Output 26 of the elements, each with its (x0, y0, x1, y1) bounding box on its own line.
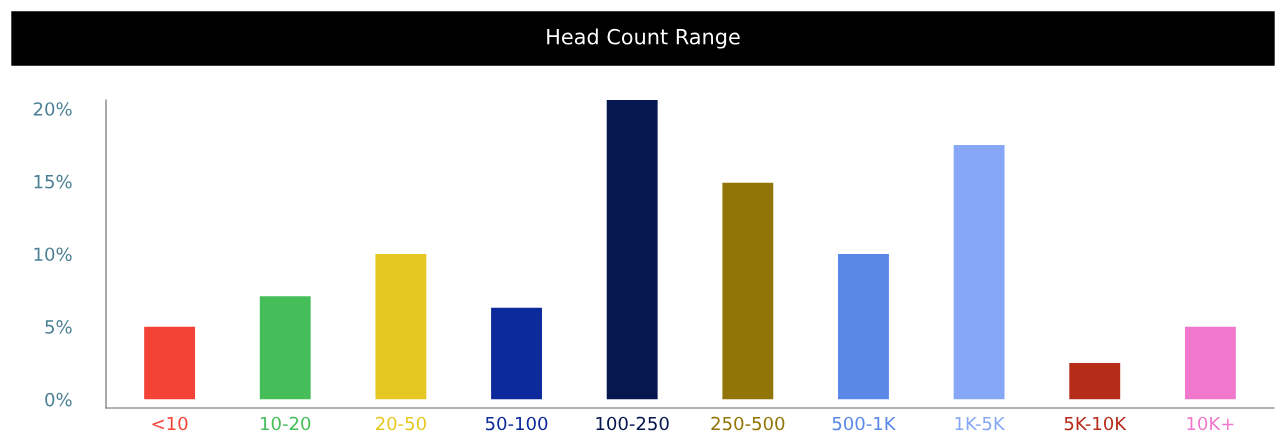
bar (1184, 326, 1236, 400)
x-tick-label: 10-20 (261, 416, 311, 431)
y-tick-label: 20% (33, 102, 72, 116)
x-tick-label: 5K-10K (1064, 416, 1127, 431)
bar (838, 254, 889, 400)
bar (491, 307, 542, 400)
x-tick-label: 500-1K (832, 416, 896, 431)
chart-title: Head Count Range (547, 28, 740, 49)
bar (375, 254, 427, 400)
y-tick-label: 0% (45, 392, 72, 407)
bar (953, 145, 1005, 400)
y-tick-label: 15% (34, 174, 72, 189)
bar (606, 100, 658, 400)
bar (1069, 362, 1121, 400)
x-tick-label: 10K+ (1187, 416, 1234, 431)
x-tick-label: <10 (152, 416, 188, 431)
x-tick-label: 100-250 (596, 416, 669, 431)
x-tick-label: 250-500 (711, 416, 785, 431)
bar (144, 326, 196, 400)
x-tick-label: 20-50 (375, 416, 426, 431)
bar (722, 182, 774, 400)
x-tick-label: 50-100 (485, 416, 548, 431)
bar (259, 296, 311, 400)
x-tick-label: 1K-5K (955, 416, 1006, 431)
y-tick-label: 5% (45, 320, 72, 334)
y-tick-label: 10% (34, 247, 72, 262)
